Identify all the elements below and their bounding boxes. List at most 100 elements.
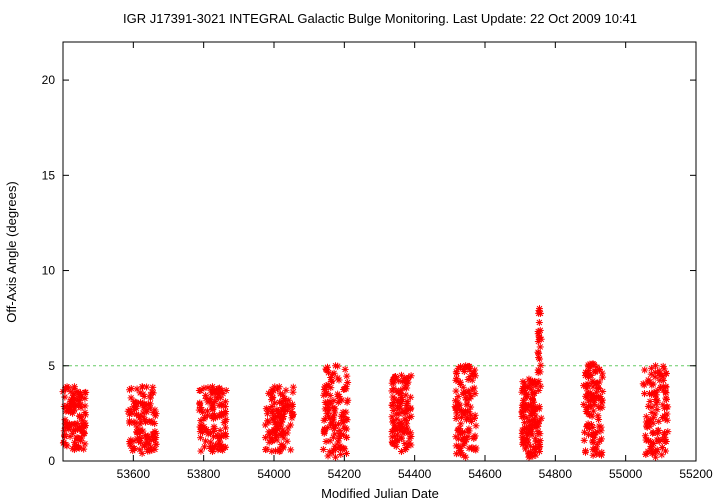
- data-point: [454, 425, 462, 433]
- data-point: [219, 390, 227, 398]
- data-point: [65, 406, 73, 414]
- data-points: [59, 305, 672, 461]
- data-point: [648, 381, 656, 389]
- data-point: [398, 378, 406, 386]
- data-point: [595, 416, 603, 424]
- data-point: [656, 372, 664, 380]
- x-tick-label: 54200: [328, 467, 362, 481]
- x-tick-label: 55000: [609, 467, 643, 481]
- x-tick-label: 53600: [117, 467, 151, 481]
- data-point: [388, 433, 396, 441]
- x-tick-label: 54600: [468, 467, 502, 481]
- data-point: [138, 383, 146, 391]
- data-point: [71, 401, 79, 409]
- data-point: [455, 405, 463, 413]
- data-point: [519, 396, 527, 404]
- data-point: [343, 433, 351, 441]
- data-point: [126, 406, 134, 414]
- data-point: [276, 398, 284, 406]
- data-point: [261, 434, 269, 442]
- data-point: [208, 383, 216, 391]
- y-tick-label: 10: [42, 264, 56, 278]
- data-point: [125, 410, 133, 418]
- data-point: [199, 408, 207, 416]
- data-point: [598, 403, 606, 411]
- data-point: [395, 396, 403, 404]
- data-point: [465, 395, 473, 403]
- data-point: [138, 449, 146, 457]
- data-point: [527, 385, 535, 393]
- data-point: [324, 452, 332, 460]
- data-point: [596, 437, 604, 445]
- data-point: [589, 360, 597, 368]
- data-point: [452, 450, 460, 458]
- data-point: [127, 436, 135, 444]
- data-point: [526, 425, 534, 433]
- data-point: [204, 428, 212, 436]
- data-point: [289, 410, 297, 418]
- data-point: [70, 395, 78, 403]
- data-point: [267, 434, 275, 442]
- data-point: [519, 378, 527, 386]
- data-point: [324, 407, 332, 415]
- data-point: [594, 412, 602, 420]
- data-point: [642, 413, 650, 421]
- data-point: [464, 375, 472, 383]
- data-point: [582, 381, 590, 389]
- data-point: [206, 396, 214, 404]
- data-point: [663, 416, 671, 424]
- data-point: [644, 402, 652, 410]
- data-point: [662, 395, 670, 403]
- data-point: [402, 391, 410, 399]
- data-point: [586, 397, 594, 405]
- data-point: [585, 363, 593, 371]
- data-point: [71, 420, 79, 428]
- data-point: [640, 381, 648, 389]
- data-point: [131, 419, 139, 427]
- data-point: [271, 399, 279, 407]
- data-point: [336, 443, 344, 451]
- data-point: [651, 410, 659, 418]
- x-tick-label: 54000: [257, 467, 291, 481]
- data-point: [659, 414, 667, 422]
- data-point: [462, 362, 470, 370]
- data-point: [77, 423, 85, 431]
- data-point: [586, 389, 594, 397]
- data-point: [588, 431, 596, 439]
- data-point: [392, 387, 400, 395]
- data-point: [210, 423, 218, 431]
- data-point: [336, 426, 344, 434]
- data-point: [536, 355, 544, 363]
- data-point: [652, 453, 660, 461]
- data-point: [534, 429, 542, 437]
- data-point: [599, 387, 607, 395]
- data-point: [272, 420, 280, 428]
- data-point: [592, 444, 600, 452]
- data-point: [273, 412, 281, 420]
- data-point: [202, 391, 210, 399]
- x-tick-label: 54800: [539, 467, 573, 481]
- data-point: [217, 401, 225, 409]
- data-point: [149, 409, 157, 417]
- data-point: [407, 441, 415, 449]
- data-point: [196, 400, 204, 408]
- data-point: [149, 436, 157, 444]
- data-point: [148, 430, 156, 438]
- data-point: [471, 411, 479, 419]
- data-point: [388, 401, 396, 409]
- data-point: [287, 421, 295, 429]
- data-point: [459, 365, 467, 373]
- data-point: [528, 431, 536, 439]
- data-point: [140, 392, 148, 400]
- data-point: [586, 370, 594, 378]
- data-point: [81, 394, 89, 402]
- data-point: [126, 386, 134, 394]
- x-axis-label: Modified Julian Date: [321, 486, 439, 501]
- data-point: [341, 365, 349, 373]
- data-point: [208, 412, 216, 420]
- data-point: [288, 414, 296, 422]
- data-point: [319, 445, 327, 453]
- data-point: [277, 430, 285, 438]
- data-point: [73, 387, 81, 395]
- data-point: [471, 372, 479, 380]
